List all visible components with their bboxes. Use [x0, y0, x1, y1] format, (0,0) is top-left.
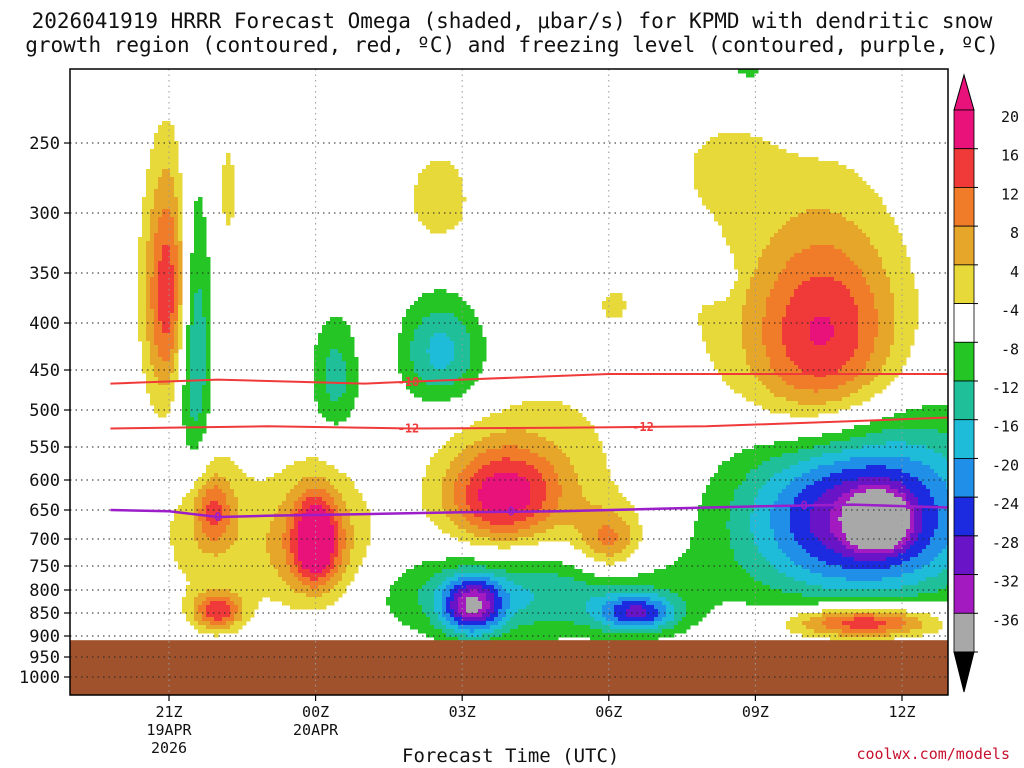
colorbar-swatch	[953, 187, 975, 227]
dgz-contour-line	[110, 416, 948, 430]
x-tick-label: 12Z	[888, 703, 915, 721]
plot-frame	[69, 68, 949, 696]
colorbar-label: 12	[1001, 185, 1019, 203]
colorbar-swatch	[953, 264, 975, 304]
y-tick-label: 1000	[19, 668, 60, 688]
colorbar-label: -32	[992, 573, 1019, 591]
x-tick-label: 03Z	[449, 703, 476, 721]
colorbar-label: 8	[1010, 224, 1019, 242]
x-tick-date: 20APR	[293, 721, 339, 739]
freezing-level-label: 0	[507, 505, 514, 519]
freezing-level-line	[110, 503, 948, 519]
chart-title-line1: 2026041919 HRRR Forecast Omega (shaded, …	[31, 9, 993, 33]
x-tick-year: 2026	[151, 739, 187, 757]
x-tick-label: 00Z	[302, 703, 329, 721]
colorbar-swatch	[953, 496, 975, 537]
colorbar-label: 4	[1010, 263, 1019, 281]
freezing-level-label: 0	[214, 510, 221, 524]
y-tick-label: 850	[29, 604, 60, 624]
dgz-contour-label: -12	[632, 420, 654, 434]
plot-area: -18 -12 -12 0 0 0	[70, 69, 948, 695]
y-tick-label: 300	[29, 204, 60, 224]
dgz-contour-line	[110, 373, 948, 385]
x-tick-date: 19APR	[146, 721, 192, 739]
colorbar-swatch	[953, 612, 975, 653]
chart-title-line2: growth region (contoured, red, ºC) and f…	[25, 33, 999, 57]
ground-fill	[70, 640, 948, 695]
y-tick-label: 650	[29, 501, 60, 521]
dgz-contour-label: -12	[398, 421, 420, 435]
colorbar-label: 20	[1001, 108, 1019, 126]
colorbar-swatch	[953, 419, 975, 459]
colorbar-label: -28	[992, 534, 1019, 552]
colorbar-top-arrow	[953, 73, 975, 111]
colorbar-label: 16	[1001, 147, 1019, 165]
colorbar-swatch	[953, 535, 975, 575]
colorbar-swatch	[953, 148, 975, 188]
y-tick-label: 600	[29, 471, 60, 491]
colorbar-label: -24	[992, 495, 1019, 513]
colorbar: 20 16 12 8 4 -4 -8 -12 -16 -20 -24 -28 -32 -36	[953, 73, 1019, 693]
site-credit[interactable]: coolwx.com/models	[856, 745, 1010, 763]
colorbar-label: -8	[1001, 340, 1019, 358]
colorbar-bottom-arrow	[953, 651, 975, 693]
colorbar-swatch	[953, 303, 975, 343]
y-tick-label: 350	[29, 264, 60, 284]
colorbar-swatch	[953, 574, 975, 614]
y-tick-label: 450	[29, 361, 60, 381]
y-tick-label: 950	[29, 648, 60, 668]
y-tick-label: 900	[29, 627, 60, 647]
colorbar-swatch	[953, 109, 975, 150]
colorbar-label: -36	[992, 611, 1019, 629]
x-tick-label: 21Z	[155, 703, 182, 721]
freezing-level-label: 0	[801, 499, 808, 513]
axes: 250 300 350 400 450 500 550 600 650 700 750 800 850 9…	[19, 68, 949, 757]
colorbar-label: -4	[1001, 302, 1019, 320]
x-tick-label: 06Z	[595, 703, 622, 721]
x-tick-label: 09Z	[742, 703, 769, 721]
y-tick-label: 800	[29, 581, 60, 601]
colorbar-swatch	[953, 225, 975, 266]
omega-field	[70, 69, 948, 695]
colorbar-swatch	[953, 341, 975, 382]
y-tick-label: 250	[29, 134, 60, 154]
dgz-contour-label: -18	[398, 375, 420, 389]
colorbar-swatch	[953, 458, 975, 498]
y-tick-label: 400	[29, 314, 60, 334]
colorbar-label: -12	[992, 379, 1019, 397]
y-tick-label: 500	[29, 401, 60, 421]
y-tick-label: 700	[29, 530, 60, 550]
colorbar-label: -16	[992, 418, 1019, 436]
colorbar-label: -20	[992, 456, 1019, 474]
x-axis-label: Forecast Time (UTC)	[402, 745, 620, 767]
colorbar-swatch	[953, 380, 975, 421]
y-tick-label: 550	[29, 438, 60, 458]
y-tick-label: 750	[29, 557, 60, 577]
